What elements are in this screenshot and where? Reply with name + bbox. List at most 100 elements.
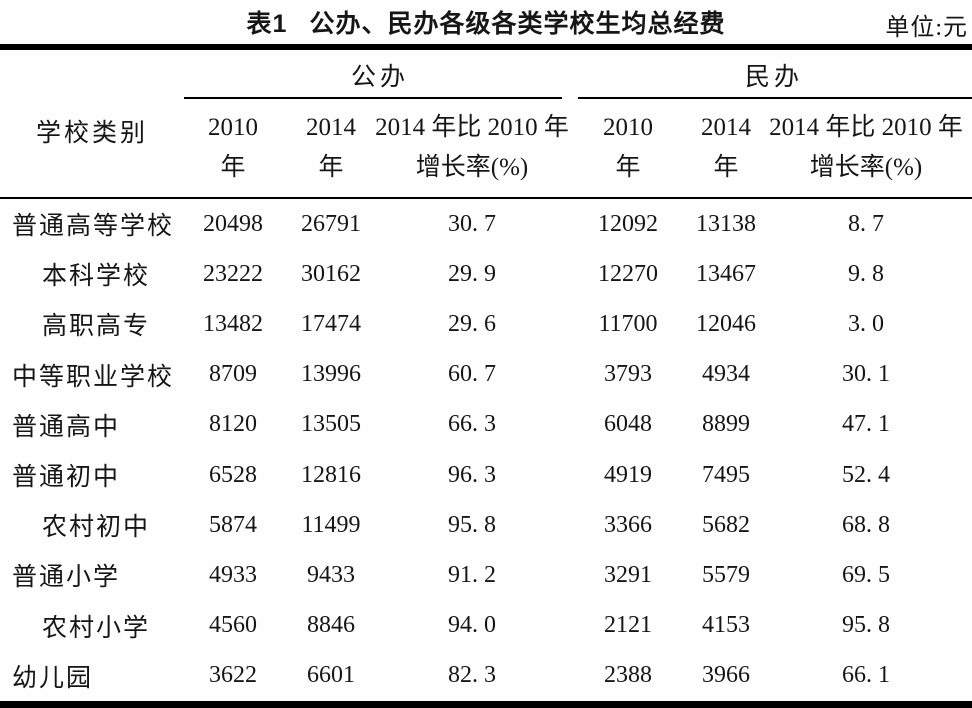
private-2010-cell: 2121 [604, 612, 652, 639]
private-2014-cell: 4934 [702, 361, 750, 388]
table-top-border [0, 44, 972, 50]
public-2010-cell: 3622 [209, 662, 257, 689]
table-caption: 表1 公办、民办各级各类学校生均总经费 单位:元 [0, 0, 972, 44]
table-number-label: 表1 [246, 10, 288, 38]
private-growth-header-line2: 增长率(%) [809, 154, 923, 181]
category-cell: 普通高等学校 [12, 213, 175, 241]
public-2010-cell: 4933 [209, 561, 257, 588]
table-row: 农村小学 4560 8846 94. 0 2121 4153 95. 8 [0, 601, 972, 651]
public-2010-cell: 5874 [209, 511, 257, 538]
public-growth-cell: 29. 6 [448, 310, 496, 337]
private-growth-cell: 3. 0 [848, 310, 884, 337]
table-bottom-border [0, 700, 972, 708]
category-cell: 农村初中 [42, 514, 151, 542]
unit-label: 单位:元 [885, 15, 968, 41]
private-2010-cell: 2388 [604, 662, 652, 689]
category-cell: 普通小学 [12, 564, 121, 592]
private-2014-header: 2014 年 [680, 99, 772, 197]
private-group-header: 民办 [576, 50, 972, 99]
private-growth-cell: 9. 8 [848, 260, 884, 287]
public-2014-cell: 12816 [301, 461, 361, 488]
row-header-cell: 学校类别 [35, 119, 148, 147]
public-growth-cell: 30. 7 [448, 210, 496, 237]
table-row: 高职高专 13482 17474 29. 6 11700 12046 3. 0 [0, 299, 972, 349]
table-row: 幼儿园 3622 6601 82. 3 2388 3966 66. 1 [0, 651, 972, 701]
public-2014-cell: 9433 [307, 561, 355, 588]
private-2010-cell: 3793 [604, 361, 652, 388]
public-growth-header-line1: 2014 年比 2010 年 [375, 114, 569, 141]
public-2014-cell: 30162 [301, 260, 361, 287]
public-2010-cell: 13482 [203, 310, 263, 337]
public-growth-header-line2: 增长率(%) [415, 154, 529, 181]
public-growth-cell: 96. 3 [448, 461, 496, 488]
public-2014-cell: 11499 [301, 511, 361, 538]
category-cell: 幼儿园 [12, 664, 94, 692]
table-row: 普通高等学校 20498 26791 30. 7 12092 13138 8. … [0, 199, 972, 249]
public-growth-header: 2014 年比 2010 年 增长率(%) [375, 99, 576, 197]
category-cell: 中等职业学校 [12, 363, 175, 391]
private-2010-cell: 3291 [604, 561, 652, 588]
public-growth-cell: 91. 2 [448, 561, 496, 588]
public-2010-cell: 6528 [209, 461, 257, 488]
public-2014-cell: 13996 [301, 361, 361, 388]
public-group-header: 公办 [184, 50, 576, 99]
private-2014-cell: 12046 [696, 310, 756, 337]
table-title: 公办、民办各级各类学校生均总经费 [309, 10, 726, 38]
public-growth-cell: 29. 9 [448, 260, 496, 287]
public-growth-cell: 82. 3 [448, 662, 496, 689]
table-row: 中等职业学校 8709 13996 60. 7 3793 4934 30. 1 [0, 350, 972, 400]
private-2014-cell: 3966 [702, 662, 750, 689]
table-body: 普通高等学校 20498 26791 30. 7 12092 13138 8. … [0, 199, 972, 701]
public-2010-header: 2010 年 [184, 99, 282, 197]
private-2010-header-line2: 年 [615, 154, 641, 181]
private-2010-header: 2010 年 [576, 99, 680, 197]
private-growth-cell: 69. 5 [842, 561, 890, 588]
private-2014-cell: 5682 [702, 511, 750, 538]
private-2014-cell: 7495 [702, 461, 750, 488]
private-growth-cell: 68. 8 [842, 511, 890, 538]
public-2014-cell: 6601 [307, 662, 355, 689]
public-growth-cell: 60. 7 [448, 361, 496, 388]
table-header: 学校类别 公办 民办 2010 年 2014 年 2014 年比 2010 年 … [0, 50, 972, 197]
private-growth-cell: 66. 1 [842, 662, 890, 689]
private-2010-cell: 12270 [598, 260, 658, 287]
category-cell: 普通初中 [12, 464, 121, 492]
category-cell: 高职高专 [42, 313, 151, 341]
private-2014-cell: 13138 [696, 210, 756, 237]
public-2010-header-line2: 年 [220, 154, 246, 181]
private-2010-cell: 12092 [598, 210, 658, 237]
private-growth-header: 2014 年比 2010 年 增长率(%) [769, 99, 972, 197]
header-separator-rule [0, 197, 972, 199]
public-2014-header-line2: 年 [318, 154, 344, 181]
private-growth-cell: 30. 1 [842, 361, 890, 388]
public-2010-header-line1: 2010 [208, 114, 258, 141]
table-row: 农村初中 5874 11499 95. 8 3366 5682 68. 8 [0, 500, 972, 550]
private-growth-cell: 47. 1 [842, 411, 890, 438]
category-cell: 农村小学 [42, 614, 151, 642]
private-growth-cell: 8. 7 [848, 210, 884, 237]
private-2010-cell: 6048 [604, 411, 652, 438]
public-2010-cell: 23222 [203, 260, 263, 287]
table-title-line: 表1 公办、民办各级各类学校生均总经费 [0, 4, 972, 40]
private-2014-header-line2: 年 [713, 154, 739, 181]
public-2014-cell: 13505 [301, 411, 361, 438]
public-2014-header-line1: 2014 [306, 114, 356, 141]
public-2014-cell: 17474 [301, 310, 361, 337]
private-growth-header-line1: 2014 年比 2010 年 [769, 114, 963, 141]
private-2010-cell: 3366 [604, 511, 652, 538]
private-2010-header-line1: 2010 [603, 114, 653, 141]
private-growth-cell: 95. 8 [842, 612, 890, 639]
public-growth-cell: 94. 0 [448, 612, 496, 639]
private-2010-cell: 4919 [604, 461, 652, 488]
private-2014-cell: 8899 [702, 411, 750, 438]
table-row: 普通高中 8120 13505 66. 3 6048 8899 47. 1 [0, 400, 972, 450]
public-2014-header: 2014 年 [282, 99, 380, 197]
table-row: 普通初中 6528 12816 96. 3 4919 7495 52. 4 [0, 450, 972, 500]
public-growth-cell: 95. 8 [448, 511, 496, 538]
public-2010-cell: 8709 [209, 361, 257, 388]
public-growth-cell: 66. 3 [448, 411, 496, 438]
private-2014-cell: 5579 [702, 561, 750, 588]
private-2014-cell: 13467 [696, 260, 756, 287]
private-growth-cell: 52. 4 [842, 461, 890, 488]
